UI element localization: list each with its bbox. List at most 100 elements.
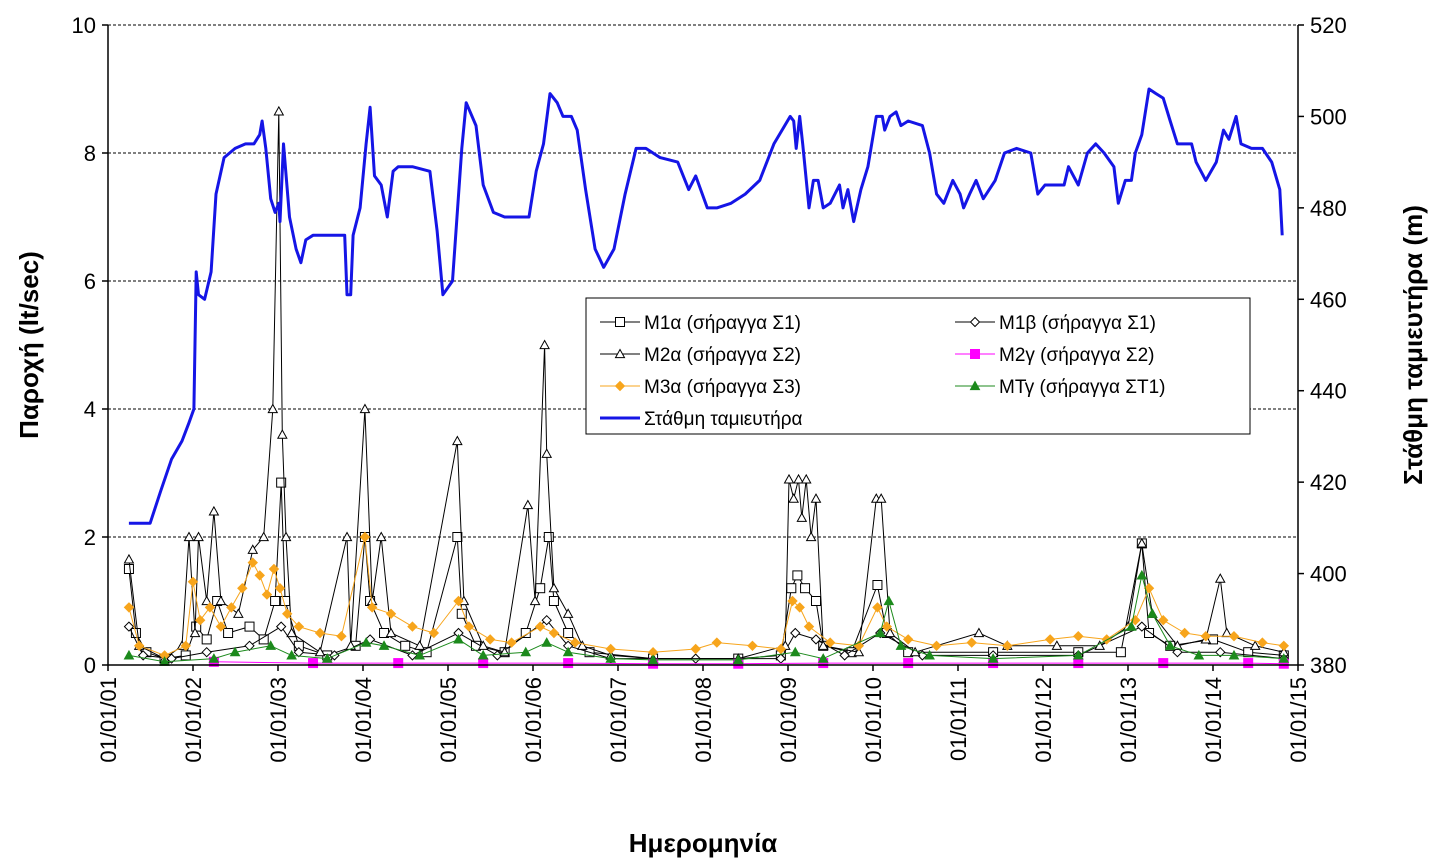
data-point-M2g [563, 658, 574, 669]
data-point-M2a [286, 627, 297, 638]
data-point-M2a [875, 493, 887, 503]
data-point-MTg [1228, 649, 1240, 660]
data-point-M3a [463, 621, 475, 632]
data-point-M3a [747, 640, 758, 652]
data-point-M3a [787, 595, 798, 607]
data-point-MTg [453, 633, 464, 644]
data-point-M3a [359, 531, 371, 543]
legend-swatch-marker [614, 348, 626, 359]
legend-item-M3a: Μ3α (σήραγγα Σ3) [600, 377, 801, 398]
data-point-M1a [270, 596, 281, 606]
data-point-MTg [1146, 608, 1158, 618]
data-point-M3a [385, 608, 397, 620]
data-point-M3a [314, 627, 326, 639]
x-tick-label: 01/01/15 [1286, 677, 1311, 763]
y2-tick-label: 460 [1310, 287, 1347, 312]
series-line-M2g [213, 661, 1284, 665]
y2-tick-label: 500 [1310, 104, 1347, 129]
legend-swatch-marker [615, 317, 625, 327]
data-point-M1b [839, 650, 850, 661]
data-point-MTg [360, 637, 372, 647]
data-point-M2a [215, 595, 227, 606]
data-point-MTg [732, 654, 744, 664]
y-tick-label: 0 [84, 653, 96, 678]
data-point-MTg [1193, 649, 1205, 660]
data-point-M2a [273, 105, 285, 116]
legend-label: Στάθμη ταμιευτήρα [644, 409, 803, 430]
data-point-M3a [268, 563, 280, 575]
legend-swatch-marker [614, 380, 626, 392]
data-point-M1a [280, 596, 291, 606]
data-point-M1a [276, 477, 287, 488]
data-point-MTg [817, 653, 829, 663]
data-point-M2a [853, 646, 865, 657]
data-point-M3a [881, 621, 892, 632]
data-point-M3a [1158, 614, 1169, 626]
data-point-M3a [1044, 634, 1056, 645]
data-point-M3a [237, 582, 248, 594]
x-tick-label: 01/01/09 [776, 677, 801, 763]
data-point-M3a [180, 640, 191, 652]
data-point-MTg [208, 653, 220, 663]
data-point-M3a [261, 589, 273, 600]
legend-label: Μ2α (σήραγγα Σ2) [644, 345, 801, 366]
data-point-M2a [477, 640, 489, 650]
legend: Μ1α (σήραγγα Σ1) Μ1β (σήραγγα Σ1) Μ2α (σήρ… [585, 297, 1251, 435]
data-point-MTg [541, 637, 553, 647]
x-tick-label: 01/01/05 [436, 677, 461, 763]
legend-item-level: Στάθμη ταμιευτήρα [600, 409, 803, 430]
data-point-M3a [407, 621, 418, 632]
data-point-M3a [966, 637, 977, 648]
data-point-M1a [535, 583, 546, 594]
data-point-M2a [1051, 640, 1063, 650]
data-point-M1b [810, 634, 822, 645]
data-point-M3a [506, 637, 517, 648]
x-tick-label: 01/01/14 [1201, 677, 1226, 763]
y2-tick-label: 520 [1310, 13, 1347, 38]
legend-label: ΜΤγ (σήραγγα ΣΤ1) [999, 377, 1165, 398]
data-point-M2a [562, 608, 574, 618]
y-tick-label: 6 [84, 269, 96, 294]
data-point-M1a [452, 532, 463, 542]
data-point-M2a [793, 473, 804, 484]
data-point-M3a [293, 621, 305, 632]
legend-label: Μ1β (σήραγγα Σ1) [999, 313, 1156, 334]
x-tick-label: 01/01/03 [266, 677, 291, 763]
data-point-M1b [1172, 646, 1183, 658]
data-point-M1a [810, 596, 821, 606]
data-point-M1a [543, 532, 554, 542]
data-point-M1b [790, 627, 801, 639]
data-point-M3a [1101, 634, 1112, 645]
x-tick-label: 01/01/11 [946, 677, 971, 761]
data-point-M3a [194, 614, 206, 626]
x-tick-label: 01/01/08 [691, 677, 716, 763]
data-point-M2a [810, 493, 822, 503]
data-point-M3a [1278, 640, 1290, 652]
data-point-MTg [1126, 621, 1137, 631]
data-point-M3a [711, 637, 723, 648]
data-point-MTg [1072, 649, 1084, 660]
data-point-M3a [366, 602, 378, 613]
data-point-M3a [123, 602, 135, 613]
data-point-M2a [314, 646, 326, 657]
data-point-M1a [563, 628, 574, 638]
data-point-M3a [803, 621, 815, 632]
y-tick-label: 8 [84, 141, 96, 166]
data-point-M2a [783, 473, 795, 484]
data-point-M1b [244, 640, 255, 652]
legend-label: Μ1α (σήραγγα Σ1) [644, 313, 801, 334]
data-point-M2a [189, 627, 201, 638]
y2-axis-title: Στάθμη ταμιευτήρα (m) [1398, 205, 1428, 485]
data-point-MTg [987, 653, 999, 663]
data-point-M3a [534, 621, 546, 632]
data-point-M2a [1249, 640, 1261, 650]
data-point-MTg [520, 646, 532, 657]
data-point-M3a [133, 640, 145, 652]
data-point-MTg [229, 646, 241, 657]
data-point-M1b [275, 621, 287, 632]
data-point-M2a [375, 531, 387, 542]
legend-item-MTg: ΜΤγ (σήραγγα ΣΤ1) [955, 377, 1165, 398]
x-tick-label: 01/01/10 [861, 677, 886, 763]
data-point-M2a [800, 473, 812, 484]
